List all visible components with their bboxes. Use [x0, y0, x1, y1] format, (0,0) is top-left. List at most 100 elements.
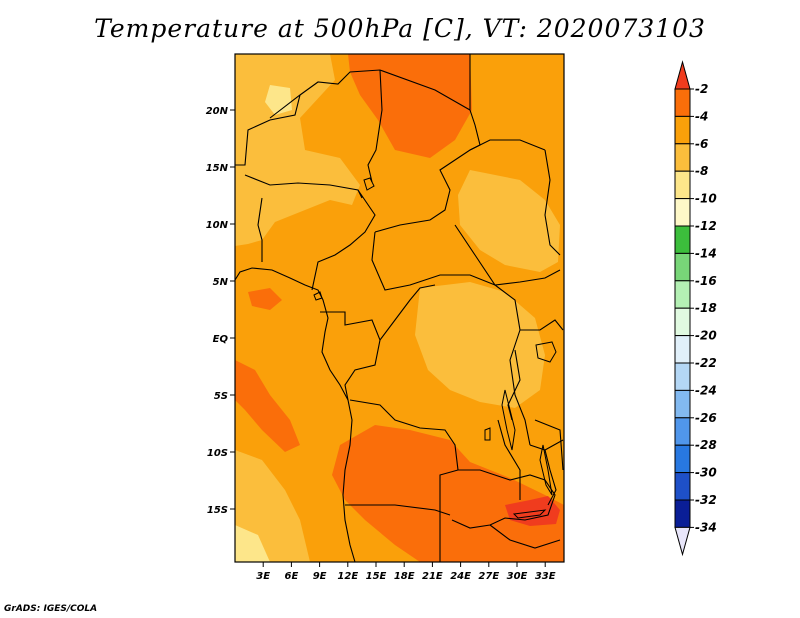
colorbar-box: [674, 280, 691, 309]
lon-tick-label: 24E: [450, 571, 471, 582]
colorbar-box: [674, 143, 691, 172]
lat-tick-label: 15N: [206, 163, 229, 174]
border-mozambique: [534, 419, 564, 471]
lon-tick-label: 33E: [535, 571, 556, 582]
colorbar-label: -20: [695, 329, 717, 343]
colorbar-box: [674, 225, 691, 254]
colorbar-box: [674, 88, 691, 117]
lakes: [363, 177, 557, 519]
border-niger-chad: [235, 94, 301, 166]
chart-title: Temperature at 500hPa [C], VT: 202007310…: [94, 14, 706, 43]
lat-tick-label: 20N: [206, 106, 229, 117]
lake-chad: [363, 177, 375, 191]
colorbar-label: -26: [695, 411, 717, 425]
lon-tick-label: 9E: [313, 571, 327, 582]
lake-malawi: [539, 444, 553, 496]
colorbar-bottom-triangle: [674, 526, 691, 557]
colorbar-box: [674, 252, 691, 282]
border-car: [371, 231, 496, 291]
lon-tick-label: 15E: [366, 571, 387, 582]
lat-tick-label: EQ: [213, 334, 229, 345]
field-dark-west: [248, 288, 282, 310]
lat-tick-label: 5N: [213, 277, 229, 288]
country-borders: [235, 54, 564, 562]
coastline-west: [234, 267, 356, 563]
colorbar-label: -4: [695, 109, 708, 123]
border-drc-east: [494, 284, 531, 446]
colorbar-label: -32: [695, 493, 717, 507]
lat-tick-label: 10N: [206, 220, 229, 231]
map-frame: [234, 53, 565, 563]
field-light-east: [458, 170, 560, 272]
border-angola-zambia: [439, 469, 459, 510]
lon-tick-label: 18E: [394, 571, 415, 582]
border-nigeria-cameroon: [311, 189, 376, 291]
colorbar-label: -14: [695, 246, 717, 260]
border-lake-tanganyika: [497, 419, 521, 500]
border-drc-angola: [349, 399, 459, 471]
colorbar-label: -12: [695, 219, 717, 233]
lon-tick-label: 3E: [256, 571, 270, 582]
lake-tanganyika: [501, 389, 516, 451]
border-chad-east: [367, 69, 383, 183]
border-sudan-east: [469, 109, 481, 151]
colorbar-box: [674, 389, 691, 419]
colorbar-box: [674, 115, 691, 145]
lat-tick-label: 5S: [214, 391, 228, 402]
border-uganda-kenya: [520, 319, 564, 331]
border-ethiopia: [544, 149, 561, 256]
field-dark-south: [332, 425, 564, 562]
field-dark-north: [348, 54, 472, 158]
lake-victoria: [535, 341, 557, 363]
colorbar: -2 -4 -6 -8 -10 -12 -14 -16 -18 -20 -22 -24 -26 -28 -3…: [674, 60, 717, 557]
colorbar-label: -22: [695, 356, 717, 370]
field-hot-southeast: [505, 496, 560, 526]
colorbar-box: [674, 307, 691, 337]
colorbar-box: [674, 417, 691, 446]
border-congo-drc: [379, 284, 436, 341]
field-palest-southwest: [235, 525, 270, 562]
lon-tick-label: 6E: [285, 571, 299, 582]
border-zimbabwe: [489, 524, 561, 549]
coast-gulf-guinea-island: [313, 291, 323, 301]
colorbar-label: -24: [695, 383, 717, 397]
colorbar-box: [674, 499, 691, 528]
colorbar-box: [674, 472, 691, 501]
lake-kariba: [512, 509, 547, 519]
colorbar-label: -34: [695, 520, 717, 534]
colorbar-top-triangle: [674, 60, 691, 90]
lon-tick-label: 30E: [507, 571, 528, 582]
colorbar-box: [674, 198, 691, 227]
lake-mweru: [484, 427, 491, 441]
grads-credit: GrADS: IGES/COLA: [4, 604, 98, 614]
colorbar-label: -30: [695, 466, 717, 480]
colorbar-label: -18: [695, 301, 717, 315]
lat-tick-labels: 20N 15N 10N 5N EQ 5S 10S 15S: [206, 106, 229, 516]
lon-tick-label: 27E: [478, 571, 499, 582]
colorbar-box: [674, 170, 691, 200]
border-zambia-east: [451, 469, 556, 529]
field-pale-northwest: [265, 85, 292, 115]
colorbar-label: -10: [695, 192, 717, 206]
colorbar-box: [674, 335, 691, 364]
border-libya-sudan: [269, 54, 471, 119]
lon-tick-label: 21E: [422, 571, 443, 582]
colorbar-label: -8: [695, 164, 708, 178]
colorbar-label: -2: [695, 82, 708, 96]
border-benin: [257, 197, 263, 262]
field-dark-coast: [235, 360, 300, 452]
lon-tick-labels: 3E 6E 9E 12E 15E 18E 21E 24E 27E 30E 33E: [256, 571, 555, 582]
temperature-field: [235, 54, 564, 562]
colorbar-box: [674, 362, 691, 391]
lat-tick-label: 10S: [207, 448, 228, 459]
border-chad-car: [374, 139, 546, 233]
lon-tick-label: 12E: [337, 571, 358, 582]
border-tanzania: [529, 439, 564, 451]
lat-tick-label: 15S: [207, 505, 228, 516]
border-east-lakes: [507, 349, 521, 421]
colorbar-label: -28: [695, 438, 717, 452]
border-south-sudan: [454, 224, 561, 286]
border-malawi: [544, 449, 557, 506]
colorbar-box: [674, 444, 691, 474]
